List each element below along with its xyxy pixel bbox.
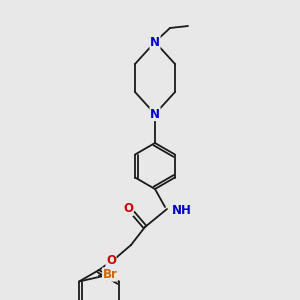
Text: O: O [106, 254, 116, 266]
Text: N: N [150, 107, 160, 121]
Text: Br: Br [103, 268, 118, 281]
Text: N: N [150, 35, 160, 49]
Text: NH: NH [172, 203, 192, 217]
Text: O: O [123, 202, 133, 215]
